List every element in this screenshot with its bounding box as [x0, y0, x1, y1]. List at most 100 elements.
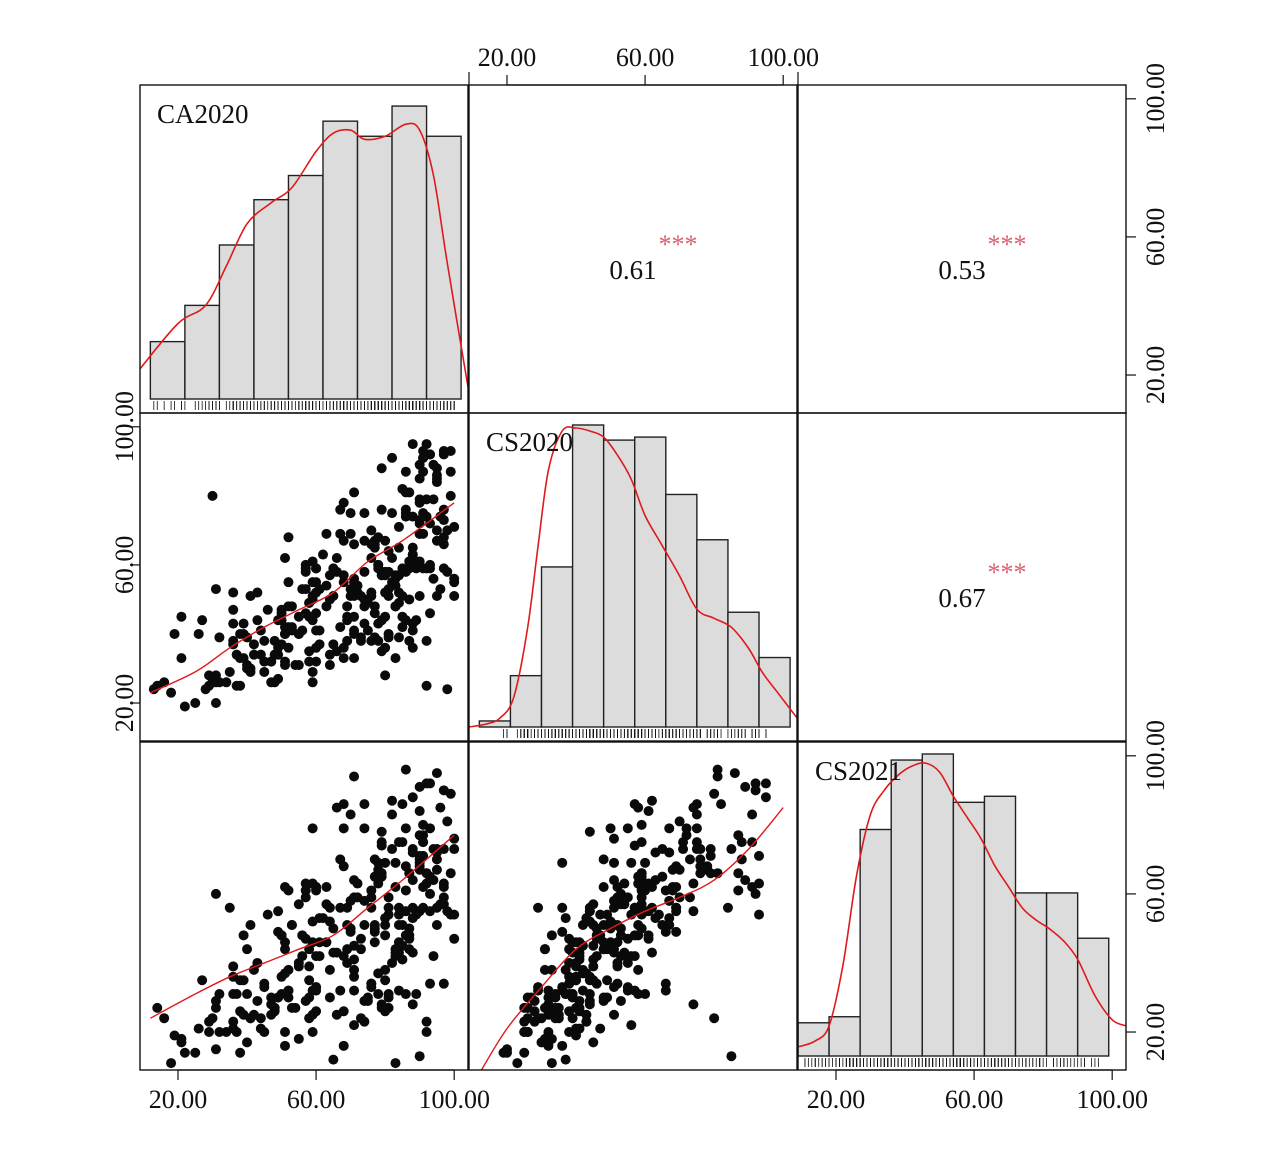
scatter-point [338, 799, 349, 810]
scatter-point [169, 628, 180, 639]
text-labels: 20.00 20.00 20.00 20.00 20.00 20.00 60.00 60.00… [110, 43, 1170, 1114]
scatter-point [657, 871, 668, 882]
scatter-point [560, 913, 571, 924]
y-tick-label-left: 20.00 [110, 674, 139, 733]
scatter-point [242, 989, 253, 1000]
scatter-point [411, 989, 422, 1000]
scatter-point [750, 785, 761, 796]
scatter-point [400, 823, 411, 834]
scatter-point [550, 1013, 561, 1024]
scatter-point [445, 490, 456, 501]
scatter-point [359, 566, 370, 577]
scatter-point [442, 816, 453, 827]
scatter-point [328, 639, 339, 650]
variable-label-cs2021: CS2021 [815, 756, 902, 786]
scatter-point [421, 1027, 432, 1038]
scatter-point [373, 559, 384, 570]
scatter-point [407, 625, 418, 636]
histogram-bar [983, 795, 1017, 1057]
scatter-point [338, 823, 349, 834]
scatter-point [238, 975, 249, 986]
scatter-point [571, 1030, 582, 1041]
scatter-point [591, 923, 602, 934]
scatter-point [311, 885, 322, 896]
scatter-point [602, 909, 613, 920]
scatter-point [421, 635, 432, 646]
scatter-point [543, 999, 554, 1010]
scatter-point [369, 871, 380, 882]
scatter-point [176, 653, 187, 664]
histogram-bar [391, 105, 428, 400]
scatter-point [442, 684, 453, 695]
scatter-point [210, 888, 221, 899]
scatter-point [407, 844, 418, 855]
scatter-point [407, 792, 418, 803]
scatter-point [331, 553, 342, 564]
histogram-bar [287, 174, 324, 400]
scatter-point [390, 857, 401, 868]
scatter-point [418, 882, 429, 893]
scatter-point [530, 0, 540, 5]
histogram-bar [952, 801, 986, 1057]
scatter-point [574, 1002, 585, 1013]
scatter-point [342, 635, 353, 646]
x-tick-label-top: 100.00 [747, 43, 819, 72]
scatter-point [321, 528, 332, 539]
scatter-point [400, 466, 411, 477]
scatter-point [304, 1013, 315, 1024]
scatter-point [369, 854, 380, 865]
scatter-point [414, 528, 425, 539]
scatter-point [387, 452, 398, 463]
scatter-point [166, 1058, 177, 1069]
scatter-point [660, 926, 671, 937]
scatter-point [300, 566, 311, 577]
histogram-bar [149, 340, 186, 400]
scatter-point [176, 611, 187, 622]
scatter-point [660, 985, 671, 996]
scatter-point [245, 1013, 256, 1024]
scatter-point [674, 816, 685, 827]
scatter-point [428, 573, 439, 584]
loess-smoother [150, 834, 455, 1019]
scatter-point [307, 677, 318, 688]
scatter-point [431, 768, 442, 779]
x-tick-label-bottom: 20.00 [149, 1085, 208, 1114]
scatter-point [369, 926, 380, 937]
histogram-bar [798, 1022, 830, 1057]
scatter-point [712, 764, 723, 775]
scatter-point [273, 906, 284, 917]
histogram-bar [571, 424, 605, 728]
scatter-point [449, 833, 460, 844]
scatter-point [335, 622, 346, 633]
scatter-point [307, 1027, 318, 1038]
scatter-point [201, 0, 211, 5]
scatter-point [311, 563, 322, 574]
scatter-point [584, 826, 595, 837]
scatter-point [418, 837, 429, 848]
scatter-point [393, 985, 404, 996]
scatter-point [380, 975, 391, 986]
histogram-bar [921, 753, 955, 1057]
scatter-point [660, 978, 671, 989]
scatter-point [197, 615, 208, 626]
scatter-point [571, 971, 582, 982]
scatter-point [338, 570, 349, 581]
scatter-point [169, 1030, 180, 1041]
histogram-bar [890, 759, 923, 1057]
scatter-point [449, 590, 460, 601]
scatter-point [588, 961, 599, 972]
scatter-point [311, 982, 322, 993]
scatter-point [369, 608, 380, 619]
scatter-point [564, 944, 575, 955]
scatter-point [179, 701, 190, 712]
scatter-point [421, 680, 432, 691]
scatter-point [564, 971, 575, 982]
scatter-point [588, 1037, 599, 1048]
scatter-point [438, 882, 449, 893]
scatter-point [366, 902, 377, 913]
scatter-point [609, 982, 620, 993]
scatter-point [366, 590, 377, 601]
scatter-point [300, 878, 311, 889]
scatter-ca2020-vs-cs2020 [148, 439, 460, 712]
scatter-point [646, 947, 657, 958]
